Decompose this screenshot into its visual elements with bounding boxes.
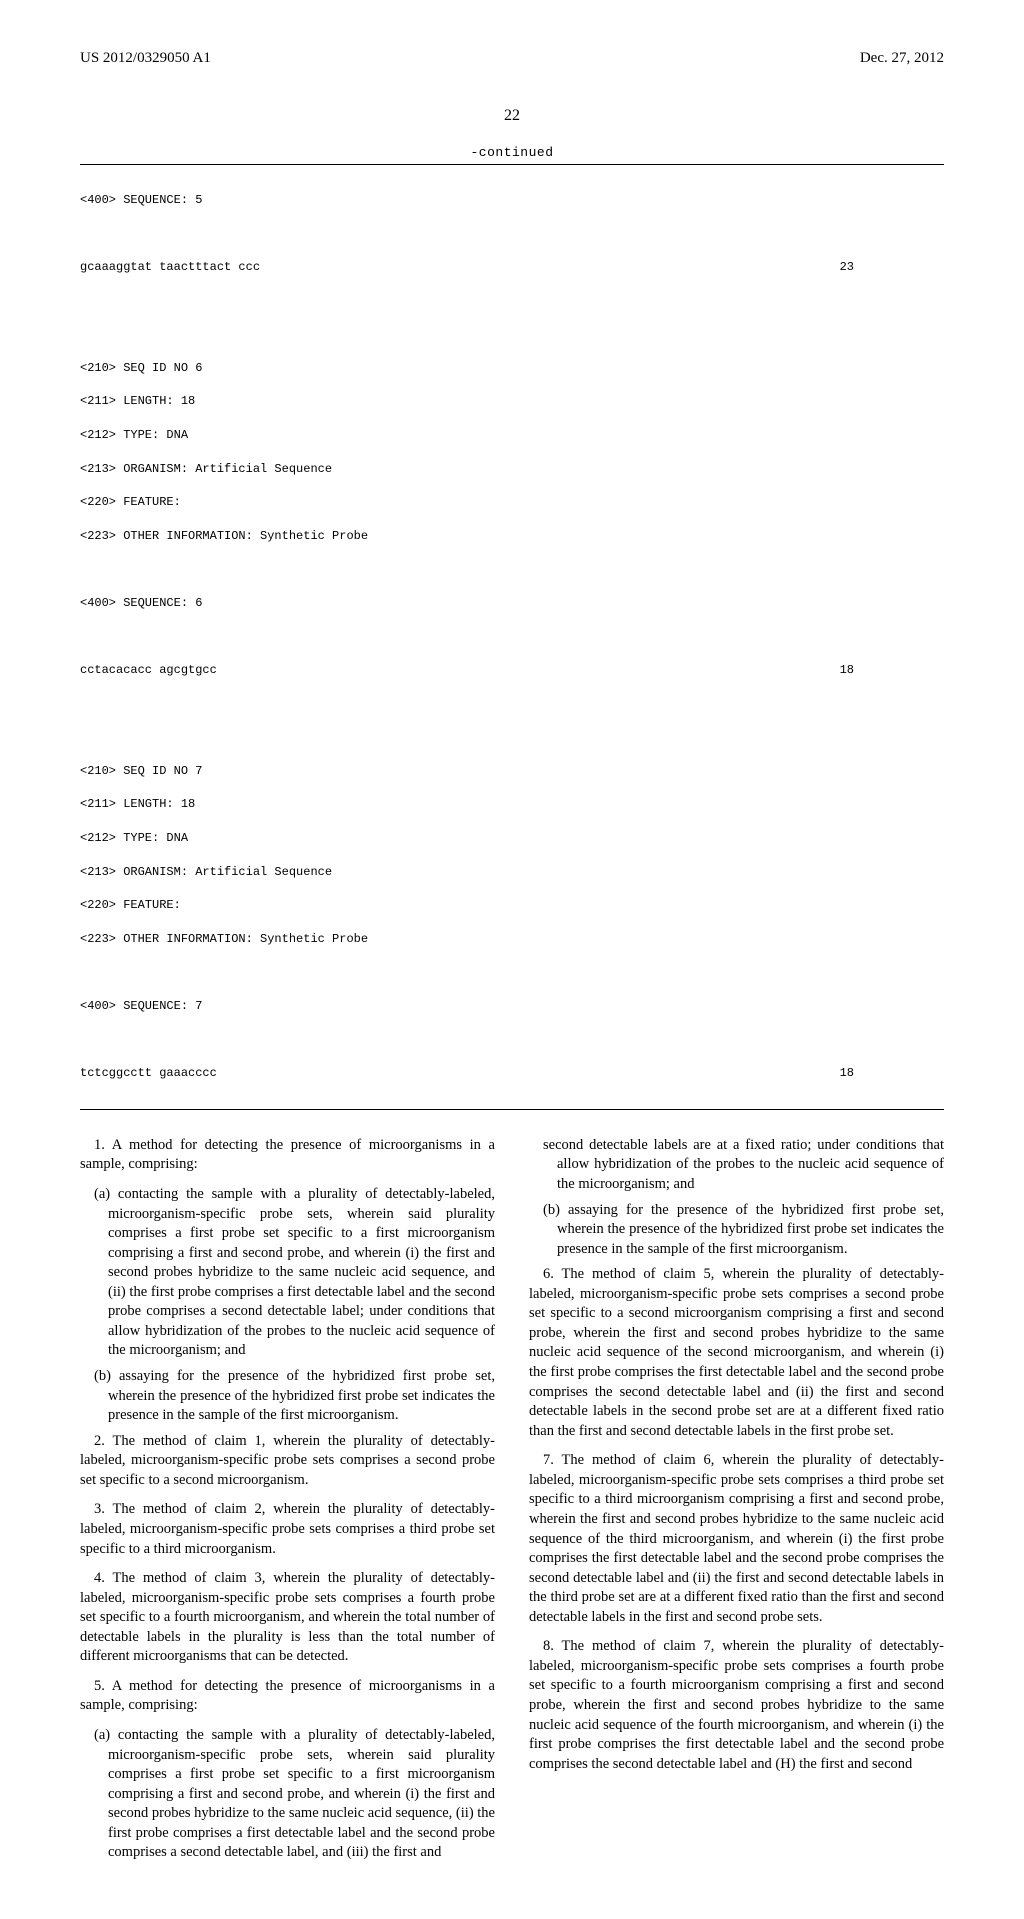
claim-1-b: (b) assaying for the presence of the hyb… xyxy=(80,1367,495,1426)
claim-1-lead: 1. A method for detecting the presence o… xyxy=(80,1136,495,1175)
seq6-body: cctacacacc agcgtgcc xyxy=(80,662,217,679)
claim-4: 4. The method of claim 3, wherein the pl… xyxy=(80,1569,495,1667)
left-column: 1. A method for detecting the presence o… xyxy=(80,1136,495,1869)
seq6-line: <223> OTHER INFORMATION: Synthetic Probe xyxy=(80,528,944,545)
seq6-length: 18 xyxy=(840,662,944,679)
claim-1-a: (a) contacting the sample with a plurali… xyxy=(80,1185,495,1361)
seq7-line: <213> ORGANISM: Artificial Sequence xyxy=(80,864,944,881)
claim-5-b: (b) assaying for the presence of the hyb… xyxy=(529,1201,944,1260)
sequence-continued-label: -continued xyxy=(80,145,944,160)
seq5-body: gcaaaggtat taactttact ccc xyxy=(80,259,260,276)
seq5-header: <400> SEQUENCE: 5 xyxy=(80,192,944,209)
seq5-length: 23 xyxy=(840,259,944,276)
seq6-line: <220> FEATURE: xyxy=(80,494,944,511)
seq6-line: <213> ORGANISM: Artificial Sequence xyxy=(80,461,944,478)
seq7-body: tctcggcctt gaaacccc xyxy=(80,1065,217,1082)
seq7-line: <220> FEATURE: xyxy=(80,897,944,914)
seq7-line: <211> LENGTH: 18 xyxy=(80,796,944,813)
claim-5-lead: 5. A method for detecting the presence o… xyxy=(80,1677,495,1716)
claim-6: 6. The method of claim 5, wherein the pl… xyxy=(529,1265,944,1441)
header-date: Dec. 27, 2012 xyxy=(860,50,944,67)
claim-3: 3. The method of claim 2, wherein the pl… xyxy=(80,1500,495,1559)
seq7-header: <400> SEQUENCE: 7 xyxy=(80,998,944,1015)
seq7-line: <223> OTHER INFORMATION: Synthetic Probe xyxy=(80,931,944,948)
sequence-text: <400> SEQUENCE: 5 gcaaaggtat taactttact … xyxy=(80,165,944,1109)
page-number: 22 xyxy=(80,107,944,125)
claim-5-a-continued: second detectable labels are at a fixed … xyxy=(529,1136,944,1195)
seq7-length: 18 xyxy=(840,1065,944,1082)
seq6-line: <210> SEQ ID NO 6 xyxy=(80,360,944,377)
seq6-header: <400> SEQUENCE: 6 xyxy=(80,595,944,612)
seq6-line: <212> TYPE: DNA xyxy=(80,427,944,444)
header-publication-number: US 2012/0329050 A1 xyxy=(80,50,211,67)
page-header: US 2012/0329050 A1 Dec. 27, 2012 xyxy=(80,50,944,67)
right-column: second detectable labels are at a fixed … xyxy=(529,1136,944,1869)
sequence-listing: <400> SEQUENCE: 5 gcaaaggtat taactttact … xyxy=(80,164,944,1110)
seq7-line: <210> SEQ ID NO 7 xyxy=(80,763,944,780)
claim-5-a: (a) contacting the sample with a plurali… xyxy=(80,1726,495,1863)
claim-2: 2. The method of claim 1, wherein the pl… xyxy=(80,1432,495,1491)
seq6-line: <211> LENGTH: 18 xyxy=(80,393,944,410)
claim-7: 7. The method of claim 6, wherein the pl… xyxy=(529,1451,944,1627)
claims-columns: 1. A method for detecting the presence o… xyxy=(80,1136,944,1869)
claim-8: 8. The method of claim 7, wherein the pl… xyxy=(529,1637,944,1774)
seq7-line: <212> TYPE: DNA xyxy=(80,830,944,847)
